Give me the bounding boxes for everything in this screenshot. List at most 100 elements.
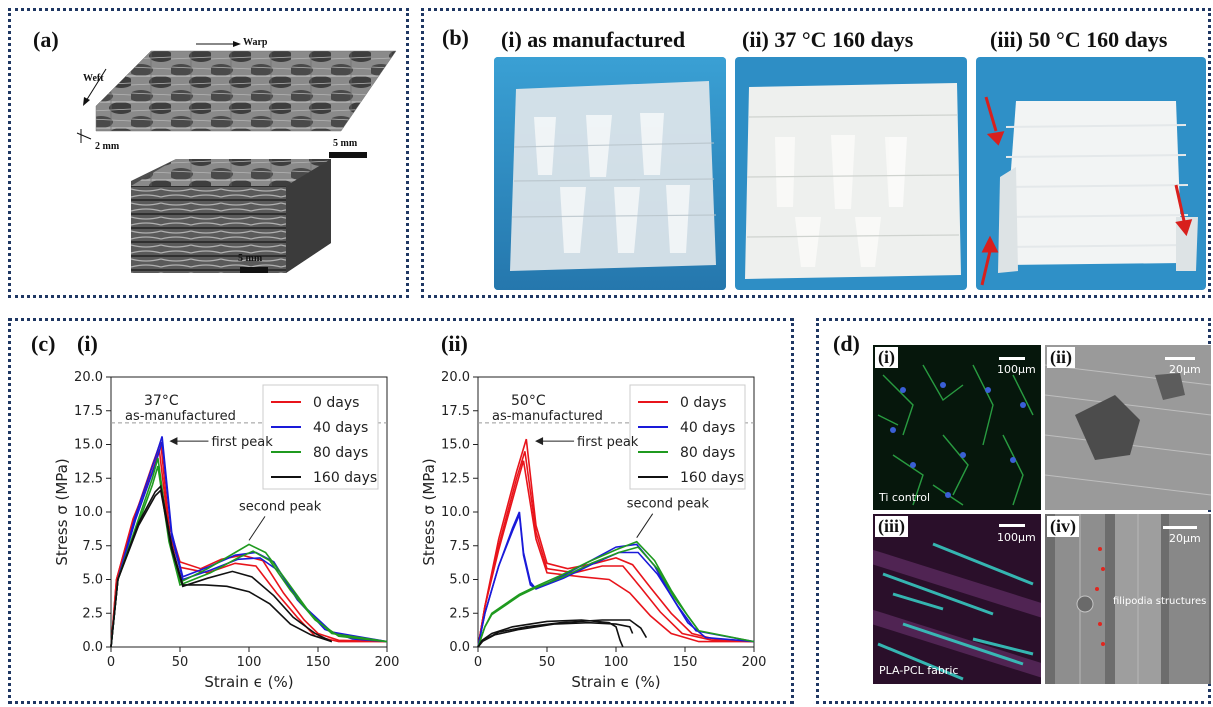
tile-iv-tag: (iv) [1047,516,1079,537]
microscopy-ti-control: (i) 100μm Ti control [873,345,1041,510]
series-line-80-days [110,457,388,648]
fabric-sample-image [735,57,967,290]
y-tick-label: 15.0 [441,438,470,453]
legend-label: 40 days [680,420,735,436]
weft-label: Weft [83,73,104,84]
y-tick-label: 20.0 [441,370,470,385]
x-tick-label: 100 [237,655,262,670]
y-tick-label: 5.0 [449,573,470,588]
y-tick-label: 5.0 [82,573,103,588]
scale-bar-label-top: 5 mm [333,138,358,149]
temperature-label: 50°C [511,393,546,409]
series-line-80-days [477,546,700,648]
y-tick-label: 0.0 [449,640,470,655]
tile-iii-caption: PLA-PCL fabric [879,664,959,677]
photo-50c-160days [976,57,1206,290]
fluorescence-image [873,514,1041,684]
panel-d: (d) (i) 100μm Ti control [816,318,1211,704]
second-peak-arrow [636,513,654,538]
x-tick-label: 0 [474,655,482,670]
reference-label: as-manufactured [125,409,236,424]
subpanel-c-i-label: (i) [77,331,98,356]
microct-woven-render [76,41,397,273]
x-tick-label: 200 [375,655,400,670]
legend-label: 0 days [313,395,359,411]
y-tick-label: 0.0 [82,640,103,655]
first-peak-arrowhead [169,437,178,446]
scale-bar-label-bottom: 5 mm [238,253,263,264]
y-tick-label: 17.5 [74,404,103,419]
panel-b-label: (b) [442,25,469,50]
thickness-scale-label: 2 mm [95,141,120,152]
y-axis-label: Stress σ (MPa) [53,458,71,565]
fabric-sample-image [494,57,726,290]
y-tick-label: 15.0 [74,438,103,453]
legend-label: 80 days [313,445,368,461]
temperature-label: 37°C [144,393,179,409]
y-tick-label: 2.5 [82,606,103,621]
caption-50c: (iii) 50 °C 160 days [990,27,1168,52]
y-tick-label: 12.5 [74,471,103,486]
panel-c-label: (c) [31,331,56,356]
tile-iv-caption: filipodia structures [1113,596,1207,607]
sem-image [1045,345,1211,510]
panel-a-label: (a) [33,27,59,52]
series-line-80-days [110,465,388,648]
legend-label: 80 days [680,445,735,461]
y-tick-label: 20.0 [74,370,103,385]
second-peak-label: second peak [627,497,710,512]
sem-pla-pcl-fibers: (iv) 20μm filipodia structures [1045,514,1211,684]
y-tick-label: 2.5 [449,606,470,621]
y-tick-label: 17.5 [441,404,470,419]
stress-strain-chart-37c: 0 50 100 150 200 0.0 2.5 5.0 7.5 10.0 12.5 15.0 17.5… [53,370,400,691]
y-tick-label: 7.5 [82,539,103,554]
tile-iv-scale: 20μm [1169,532,1201,545]
first-peak-arrowhead [535,437,544,446]
x-tick-label: 200 [742,655,767,670]
stress-strain-chart-50c: 0 50 100 150 200 0.0 2.5 5.0 7.5 10.0 12.5 15.0 17.5… [420,370,767,691]
first-peak-label: first peak [211,435,273,450]
x-tick-label: 150 [673,655,698,670]
second-peak-label: second peak [239,499,322,514]
y-tick-label: 10.0 [441,505,470,520]
tile-ii-tag: (ii) [1047,347,1075,368]
panel-a: (a) [8,8,409,298]
y-tick-label: 10.0 [74,505,103,520]
x-tick-label: 100 [604,655,629,670]
panel-c: (c) (i) (ii) 0 50 100 150 200 0.0 2.5 5.0 7.5 10.… [8,318,794,704]
series-line-40-days [477,514,755,648]
warp-label: Warp [243,37,268,48]
photo-37c-160days [735,57,967,290]
x-tick-label: 50 [172,655,189,670]
x-tick-label: 50 [539,655,556,670]
sem-ti-surface: (ii) 20μm [1045,345,1211,510]
legend-label: 0 days [680,395,726,411]
sem-image [1045,514,1211,684]
second-peak-arrow [248,516,266,541]
y-axis-label: Stress σ (MPa) [420,458,438,565]
legend-label: 40 days [313,420,368,436]
reference-label: as-manufactured [492,409,603,424]
tile-iii-scale: 100μm [997,531,1036,544]
series-line-160-days [110,488,333,648]
microscopy-pla-pcl-fabric: (iii) 100μm PLA-PCL fabric [873,514,1041,684]
series-line-160-days [477,619,624,648]
x-tick-label: 150 [306,655,331,670]
subpanel-c-ii-label: (ii) [441,331,468,356]
series-line-160-days [477,619,648,648]
legend-box [262,384,379,490]
fluorescence-image [873,345,1041,510]
first-peak-label: first peak [577,435,639,450]
tile-i-scale: 100μm [997,363,1036,376]
caption-as-manufactured: (i) as manufactured [501,27,686,52]
tile-iii-tag: (iii) [875,516,908,537]
x-tick-label: 0 [107,655,115,670]
tile-i-tag: (i) [875,347,898,368]
caption-37c: (ii) 37 °C 160 days [742,27,914,52]
tile-ii-scale: 20μm [1169,363,1201,376]
legend-label: 160 days [313,470,377,486]
photo-as-manufactured [494,57,726,290]
series-line-160-days [110,484,333,648]
x-axis-label: Strain ϵ (%) [571,673,660,691]
y-tick-label: 12.5 [441,471,470,486]
